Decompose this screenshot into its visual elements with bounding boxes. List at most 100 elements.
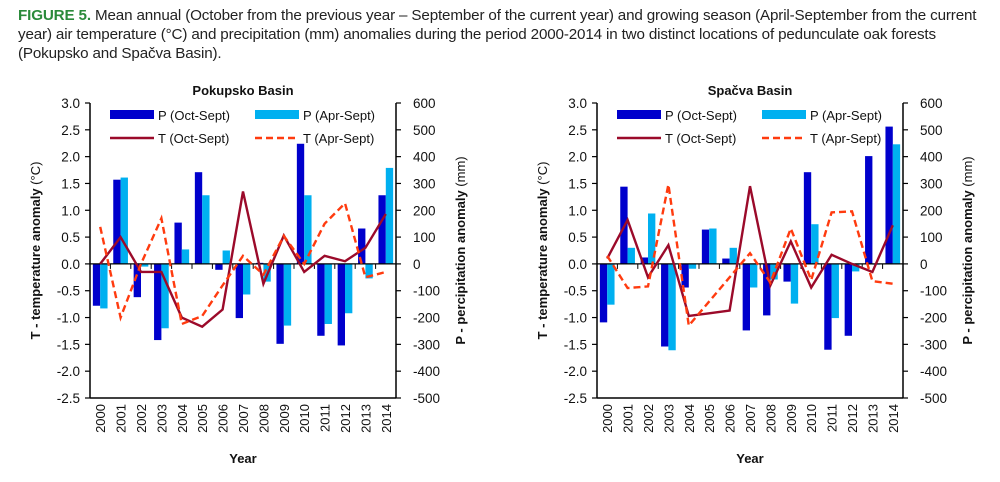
legend-label-t-oct-sept: T (Oct-Sept) bbox=[665, 131, 736, 146]
bar-p-apr-sept-2004 bbox=[181, 249, 190, 264]
bar-p-oct-sept-2000 bbox=[92, 263, 101, 306]
x-axis-title: Year bbox=[229, 451, 256, 466]
y-tick-label: -1.0 bbox=[57, 311, 80, 326]
x-tick-label: 2001 bbox=[621, 404, 636, 433]
bar-p-apr-sept-2014 bbox=[385, 167, 394, 264]
y-tick-label: 1.5 bbox=[61, 176, 80, 191]
y-tick-label: 3.0 bbox=[568, 96, 587, 111]
x-tick-label: 2004 bbox=[175, 404, 190, 433]
figure-caption-text: Mean annual (October from the previous y… bbox=[18, 7, 977, 62]
y-axis-title: T - temperature anomaly (°C) bbox=[535, 162, 550, 340]
line-t-apr-sept bbox=[99, 200, 387, 326]
legend-label-t-oct-sept: T (Oct-Sept) bbox=[158, 131, 229, 146]
bar-p-oct-sept-2010 bbox=[803, 172, 812, 264]
y2-tick-label: -100 bbox=[413, 284, 440, 299]
bar-p-oct-sept-2000 bbox=[599, 263, 608, 323]
x-tick-label: 2007 bbox=[743, 404, 758, 433]
legend-label-p-oct-sept: P (Oct-Sept) bbox=[665, 108, 737, 123]
y2-tick-label: 200 bbox=[920, 203, 943, 218]
bar-p-apr-sept-2011 bbox=[831, 263, 839, 319]
x-tick-label: 2002 bbox=[134, 404, 149, 433]
y2-tick-label: 600 bbox=[920, 96, 943, 111]
bar-p-oct-sept-2011 bbox=[317, 263, 325, 336]
bar-p-oct-sept-2009 bbox=[276, 263, 284, 344]
x-tick-label: 2014 bbox=[379, 404, 394, 433]
y-tick-label: 2.5 bbox=[568, 123, 587, 138]
line-t-oct-sept bbox=[606, 185, 894, 318]
x-tick-label: 2009 bbox=[784, 404, 799, 433]
chart-title: Pokupsko Basin bbox=[192, 83, 293, 98]
y-tick-label: -2.0 bbox=[564, 364, 587, 379]
y2-tick-label: -200 bbox=[413, 311, 440, 326]
y-tick-label: -1.5 bbox=[564, 337, 587, 352]
bar-p-apr-sept-2006 bbox=[222, 250, 230, 264]
line-t-oct-sept bbox=[99, 191, 387, 329]
figure-caption: FIGURE 5. Mean annual (October from the … bbox=[18, 6, 993, 63]
bar-p-oct-sept-2003 bbox=[661, 263, 669, 347]
bar-p-oct-sept-2008 bbox=[763, 263, 771, 316]
bar-p-oct-sept-2007 bbox=[235, 263, 243, 319]
x-tick-label: 2013 bbox=[358, 404, 373, 433]
legend-swatch-p-oct-sept bbox=[110, 110, 154, 119]
x-tick-label: 2006 bbox=[216, 404, 231, 433]
y-tick-label: -2.5 bbox=[57, 391, 80, 406]
y2-tick-label: 100 bbox=[920, 230, 943, 245]
bar-p-apr-sept-2012 bbox=[345, 263, 353, 314]
bar-p-apr-sept-2013 bbox=[365, 263, 373, 279]
bar-p-apr-sept-2001 bbox=[627, 247, 635, 264]
bar-p-oct-sept-2005 bbox=[701, 229, 710, 264]
y2-tick-label: 200 bbox=[413, 203, 436, 218]
y-tick-label: 0.5 bbox=[568, 230, 587, 245]
bar-p-apr-sept-2002 bbox=[141, 263, 149, 267]
bar-p-oct-sept-2004 bbox=[681, 263, 689, 288]
bar-p-apr-sept-2005 bbox=[202, 195, 210, 264]
bar-p-oct-sept-2012 bbox=[337, 263, 345, 346]
y-tick-label: -1.0 bbox=[564, 311, 587, 326]
y-tick-label: -0.5 bbox=[564, 284, 587, 299]
chart-pokupsko: Pokupsko Basin 3.0 2.5 2.0 1.5 1.0 0.5 0.0 -0.5 -… bbox=[28, 83, 468, 466]
x-tick-label: 2009 bbox=[277, 404, 292, 433]
figure-label: FIGURE 5. bbox=[18, 7, 91, 24]
bar-p-oct-sept-2011 bbox=[824, 263, 832, 350]
y-tick-label: 3.0 bbox=[61, 96, 80, 111]
y2-axis-title: P - percipitation anomaly (mm) bbox=[453, 156, 468, 344]
bar-p-apr-sept-2010 bbox=[811, 224, 819, 264]
bar-p-apr-sept-2001 bbox=[120, 177, 128, 264]
y-tick-label: 0.0 bbox=[568, 257, 587, 272]
legend-label-p-apr-sept: P (Apr-Sept) bbox=[303, 108, 375, 123]
y-tick-label: 1.0 bbox=[61, 203, 80, 218]
y2-tick-label: -100 bbox=[920, 284, 947, 299]
line-t-apr-sept bbox=[606, 184, 893, 329]
x-tick-label: 2003 bbox=[154, 404, 169, 433]
x-axis-title: Year bbox=[736, 451, 763, 466]
bar-p-apr-sept-2006 bbox=[729, 247, 737, 264]
y2-tick-label: 500 bbox=[413, 123, 436, 138]
y-tick-label: -1.5 bbox=[57, 337, 80, 352]
y2-tick-label: 600 bbox=[413, 96, 436, 111]
x-tick-label: 2002 bbox=[641, 404, 656, 433]
y2-tick-label: -200 bbox=[920, 311, 947, 326]
x-tick-label: 2001 bbox=[114, 404, 129, 433]
y-tick-label: -0.5 bbox=[57, 284, 80, 299]
y2-tick-label: 100 bbox=[413, 230, 436, 245]
bar-p-oct-sept-2005 bbox=[194, 172, 203, 264]
bar-p-oct-sept-2014 bbox=[885, 126, 893, 264]
y2-tick-label: -400 bbox=[413, 364, 440, 379]
y2-tick-label: 300 bbox=[920, 176, 943, 191]
legend-label-p-apr-sept: P (Apr-Sept) bbox=[810, 108, 882, 123]
bar-p-apr-sept-2004 bbox=[688, 263, 697, 269]
x-tick-label: 2008 bbox=[763, 404, 778, 433]
x-tick-label: 2011 bbox=[318, 404, 333, 432]
x-tick-label: 2007 bbox=[236, 404, 251, 433]
legend-label-t-apr-sept: T (Apr-Sept) bbox=[810, 131, 881, 146]
bar-p-oct-sept-2013 bbox=[865, 156, 873, 264]
x-tick-label: 2006 bbox=[723, 404, 738, 433]
x-tick-label: 2004 bbox=[682, 404, 697, 433]
x-tick-label: 2011 bbox=[825, 404, 840, 432]
y-tick-label: 1.0 bbox=[568, 203, 587, 218]
x-tick-label: 2000 bbox=[93, 404, 108, 433]
legend-swatch-p-apr-sept bbox=[255, 110, 299, 119]
chart-spacva: Spačva Basin 3.0 2.5 2.0 1.5 1.0 0.5 0.0 -0.5 -1.… bbox=[535, 83, 975, 466]
y2-tick-label: 0 bbox=[413, 257, 421, 272]
x-tick-label: 2008 bbox=[256, 404, 271, 433]
